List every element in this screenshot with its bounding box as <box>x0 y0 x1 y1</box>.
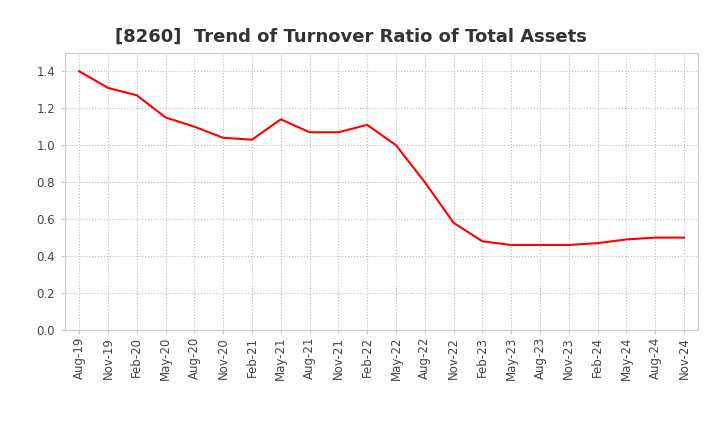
Text: [8260]  Trend of Turnover Ratio of Total Assets: [8260] Trend of Turnover Ratio of Total … <box>115 28 588 46</box>
